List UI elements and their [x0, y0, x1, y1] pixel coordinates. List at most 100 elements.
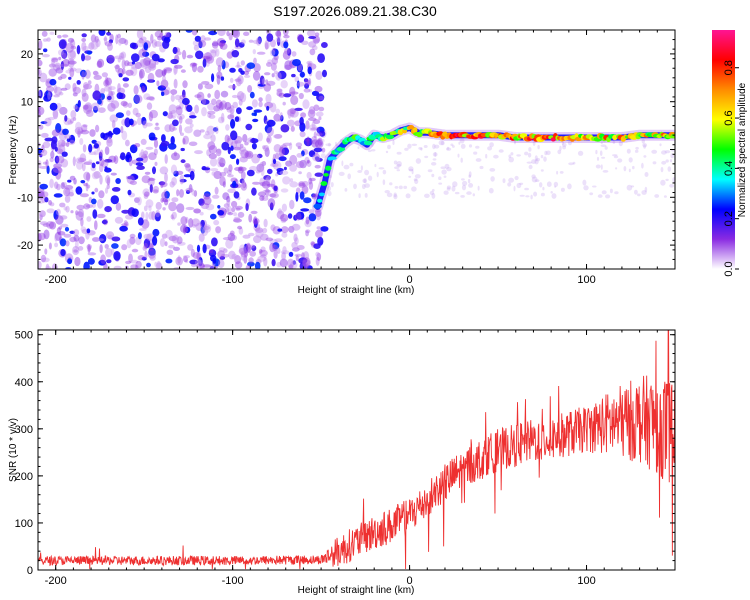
noise-blob — [396, 161, 402, 167]
noise-blob — [103, 262, 108, 269]
noise-blob — [292, 260, 296, 265]
noise-blob — [219, 162, 225, 167]
noise-blob — [438, 182, 443, 185]
noise-blob — [304, 262, 309, 269]
noise-blob — [420, 147, 423, 151]
noise-blob — [546, 181, 552, 187]
noise-blob — [84, 102, 93, 113]
noise-blob — [460, 157, 463, 163]
noise-blob — [308, 177, 313, 185]
noise-blob — [446, 187, 451, 191]
noise-blob — [67, 258, 73, 265]
noise-blob — [138, 49, 146, 58]
noise-blob — [189, 259, 198, 265]
noise-blob — [316, 126, 320, 133]
noise-blob — [253, 216, 258, 226]
noise-blob — [162, 70, 166, 78]
noise-blob — [44, 197, 49, 203]
noise-blob — [165, 258, 173, 264]
noise-blob — [234, 116, 240, 122]
noise-blob — [559, 171, 564, 174]
noise-blob — [144, 191, 150, 197]
noise-blob — [298, 92, 304, 100]
noise-blob — [236, 61, 240, 68]
noise-blob — [255, 169, 261, 174]
noise-blob — [316, 132, 323, 137]
noise-blob — [81, 53, 85, 62]
noise-blob — [234, 261, 243, 269]
noise-blob — [403, 185, 408, 189]
noise-blob — [306, 265, 313, 269]
noise-blob — [263, 175, 271, 181]
noise-blob — [446, 185, 451, 190]
noise-blob — [393, 194, 398, 200]
noise-blob — [162, 111, 168, 117]
noise-blob — [568, 162, 574, 166]
noise-blob — [634, 149, 639, 153]
noise-blob — [458, 141, 461, 145]
noise-blob — [468, 174, 472, 178]
noise-blob — [534, 155, 538, 162]
noise-blob — [59, 215, 68, 220]
noise-blob — [261, 180, 271, 189]
noise-blob — [461, 178, 465, 181]
noise-blob — [239, 244, 246, 254]
noise-blob — [267, 198, 276, 208]
noise-blob — [319, 130, 326, 137]
noise-blob — [295, 191, 299, 202]
noise-blob — [276, 37, 281, 47]
noise-blob — [546, 150, 551, 156]
noise-blob — [42, 223, 51, 227]
noise-blob — [212, 40, 219, 49]
noise-blob — [265, 188, 270, 198]
noise-blob — [152, 235, 158, 246]
noise-blob — [179, 189, 184, 198]
noise-blob — [235, 207, 241, 211]
noise-blob — [134, 94, 143, 104]
noise-blob — [148, 243, 154, 252]
noise-blob — [317, 137, 323, 146]
noise-blob — [173, 78, 178, 89]
noise-blob — [468, 171, 472, 178]
noise-blob — [300, 208, 310, 212]
noise-blob — [58, 49, 64, 56]
noise-blob — [434, 144, 440, 149]
noise-blob — [205, 203, 215, 211]
noise-blob — [98, 30, 106, 36]
noise-blob — [48, 242, 52, 250]
noise-blob — [245, 243, 252, 253]
noise-blob — [214, 186, 219, 195]
noise-blob — [282, 176, 291, 185]
noise-blob — [251, 153, 260, 164]
noise-blob — [618, 140, 623, 147]
noise-blob — [128, 118, 134, 126]
noise-blob — [184, 126, 193, 134]
noise-blob — [641, 190, 647, 195]
noise-blob — [240, 250, 249, 258]
noise-blob — [294, 107, 303, 111]
noise-blob — [382, 169, 387, 175]
noise-blob — [106, 138, 113, 147]
noise-blob — [135, 265, 139, 269]
y-tick-label: 200 — [15, 471, 33, 483]
noise-blob — [83, 182, 88, 187]
noise-blob — [107, 42, 113, 51]
noise-blob — [77, 100, 81, 108]
noise-blob — [60, 158, 69, 168]
noise-blob — [146, 96, 155, 101]
noise-blob — [202, 264, 212, 268]
noise-blob — [265, 93, 272, 104]
noise-blob — [642, 143, 648, 148]
noise-blob — [313, 104, 320, 112]
noise-blob — [140, 149, 145, 158]
noise-blob — [74, 126, 84, 135]
noise-blob — [185, 187, 194, 193]
noise-blob — [245, 203, 249, 211]
noise-blob — [166, 115, 175, 119]
noise-blob — [147, 177, 155, 187]
noise-blob — [86, 204, 94, 209]
noise-blob — [46, 221, 55, 229]
noise-blob — [308, 124, 317, 132]
noise-blob — [75, 157, 85, 164]
noise-blob — [344, 188, 348, 192]
